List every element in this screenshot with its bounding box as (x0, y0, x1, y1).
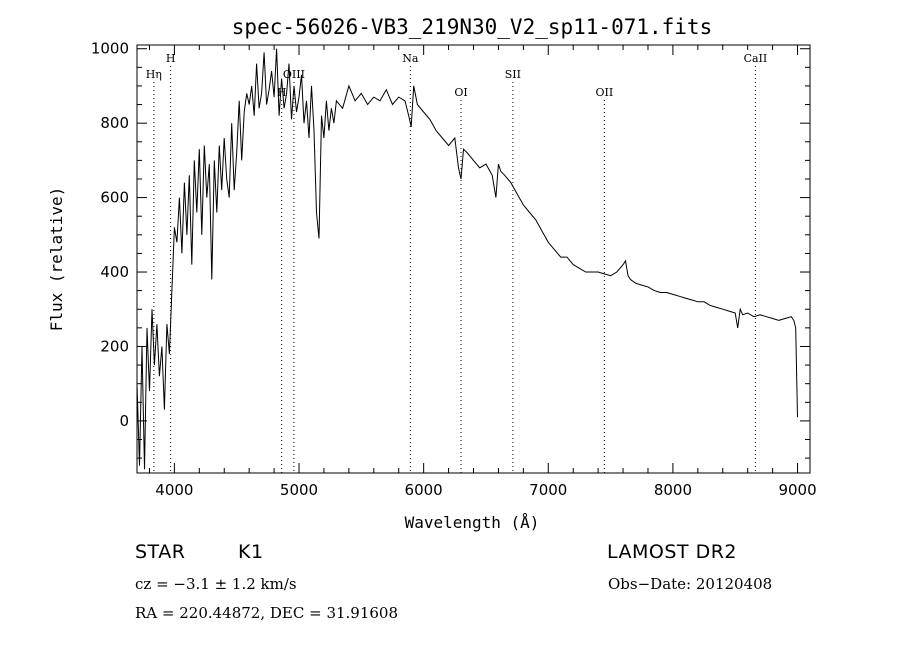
spectrum-series-line (136, 48, 798, 470)
emission-line-label: Na (402, 52, 419, 65)
x-tick-label: 4000 (155, 481, 193, 499)
x-tick-label: 6000 (405, 481, 443, 499)
emission-line-label: Hη (146, 68, 162, 81)
y-tick-label: 400 (100, 263, 129, 281)
survey-name: LAMOST DR2 (607, 541, 737, 563)
chart-title: spec-56026-VB3_219N30_V2_sp11-071.fits (232, 15, 712, 39)
y-tick-label: 600 (100, 189, 129, 207)
plot-frame (136, 44, 811, 474)
x-axis: 4000 5000 6000 7000 8000 9000 (148, 45, 817, 499)
spectrum-chart: spec-56026-VB3_219N30_V2_sp11-071.fits H… (47, 15, 817, 532)
x-tick-label: 7000 (529, 481, 567, 499)
emission-line-label: CaII (744, 52, 768, 65)
y-axis-label: Flux (relative) (47, 187, 66, 332)
emission-line-label: H (277, 86, 287, 99)
coordinates: RA = 220.44872, DEC = 31.91608 (135, 604, 399, 622)
x-tick-label: 5000 (280, 481, 318, 499)
obs-date: Obs−Date: 20120408 (608, 575, 773, 593)
y-tick-label: 0 (119, 412, 129, 430)
object-class: STAR (135, 541, 186, 563)
spectral-subclass: K1 (238, 541, 264, 563)
emission-line-label: H (166, 52, 176, 65)
emission-line-label: OI (454, 86, 467, 99)
emission-line-label: SII (505, 68, 521, 81)
y-axis: 0 200 400 600 800 1000 (91, 40, 810, 459)
x-tick-label: 9000 (778, 481, 816, 499)
x-tick-label: 8000 (654, 481, 692, 499)
y-tick-label: 200 (100, 337, 129, 355)
redshift-cz: cz = −3.1 ± 1.2 km/s (135, 575, 297, 593)
y-tick-label: 1000 (91, 40, 129, 58)
x-axis-label: Wavelength (Å) (405, 513, 540, 532)
y-tick-label: 800 (100, 114, 129, 132)
emission-line-label: OII (596, 86, 614, 99)
